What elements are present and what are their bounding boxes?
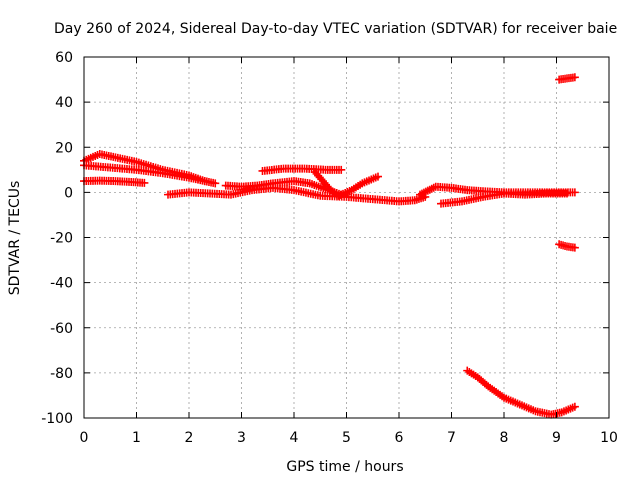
x-tick-label: 5 [342, 430, 351, 446]
x-tick-label: 9 [552, 430, 561, 446]
series-2 [80, 150, 209, 186]
x-tick-label: 10 [600, 430, 618, 446]
data-point [570, 243, 579, 252]
data-point [563, 189, 571, 198]
x-tick-label: 4 [290, 430, 299, 446]
data-point [570, 188, 579, 197]
series-5 [258, 164, 346, 175]
data-point [570, 73, 579, 82]
data-point [140, 178, 149, 187]
x-tick-label: 0 [80, 430, 89, 446]
data-marks [80, 73, 579, 419]
y-tick-label: 0 [64, 185, 73, 201]
y-tick-label: -40 [50, 276, 73, 292]
series-3 [164, 183, 430, 206]
x-tick-label: 6 [395, 430, 404, 446]
x-tick-label: 7 [447, 430, 456, 446]
grid-lines [84, 57, 609, 418]
y-tick-label: -60 [50, 321, 73, 337]
x-axis-label: GPS time / hours [286, 459, 403, 475]
series-0 [80, 176, 149, 187]
axis-ticks: 0 1 2 3 4 5 6 7 8 9 10 -100 -80 -60 -40 -20 0 20 40 60 [41, 50, 618, 446]
x-tick-label: 1 [132, 430, 141, 446]
chart-title: Day 260 of 2024, Sidereal Day-to-day VTE… [54, 21, 617, 37]
y-tick-label: 20 [55, 140, 73, 156]
x-tick-label: 2 [185, 430, 194, 446]
series-9 [555, 73, 579, 84]
series-6 [311, 168, 382, 200]
series-10 [555, 240, 579, 252]
y-axis-label: SDTVAR / TECUs [7, 181, 23, 296]
series-8 [437, 189, 571, 208]
data-point [200, 177, 209, 186]
y-tick-label: -80 [50, 366, 73, 382]
x-tick-label: 3 [237, 430, 246, 446]
data-point [570, 402, 579, 411]
data-point [374, 172, 382, 181]
series-11 [463, 366, 579, 419]
y-tick-label: -100 [41, 411, 73, 427]
y-tick-label: -20 [50, 231, 73, 247]
y-tick-label: 60 [55, 50, 73, 66]
y-tick-label: 40 [55, 95, 73, 111]
x-tick-label: 8 [500, 430, 509, 446]
data-point [211, 179, 220, 188]
data-point [337, 165, 346, 174]
